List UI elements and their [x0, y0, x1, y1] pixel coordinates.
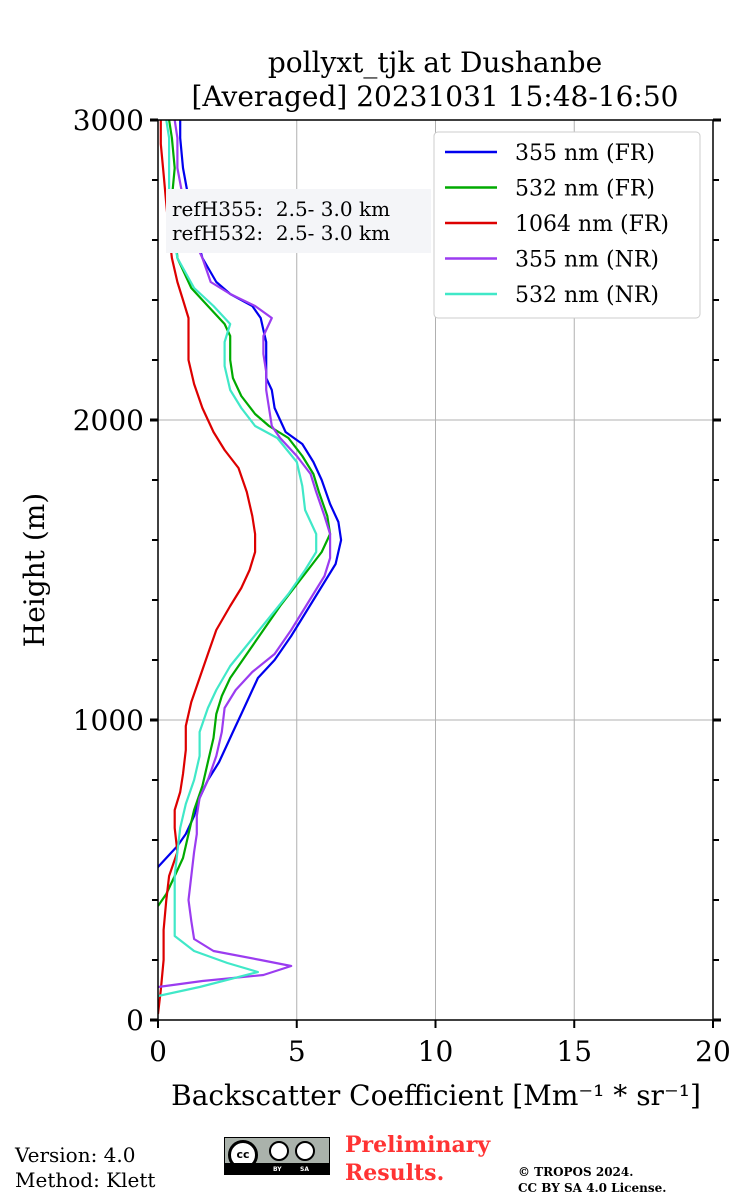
badge-by-label: BY — [273, 1166, 282, 1173]
axis-ticks: 0 1000 2000 3000 0 5 10 15 20 — [73, 104, 731, 1068]
chart-title: pollyxt_tjk at Dushanbe — [268, 46, 602, 79]
copyright-notice: © TROPOS 2024. CC BY SA 4.0 License. — [518, 1164, 666, 1196]
x-tick-label: 20 — [695, 1035, 731, 1068]
copyright-line-2: CC BY SA 4.0 License. — [518, 1181, 667, 1195]
annotation-line-532: refH532: 2.5- 3.0 km — [172, 221, 390, 245]
backscatter-profile-chart: pollyxt_tjk at Dushanbe [Averaged] 20231… — [18, 46, 731, 1112]
legend-label: 1064 nm (FR) — [515, 212, 669, 237]
series-line-1 — [158, 120, 332, 907]
y-tick-label: 3000 — [73, 104, 144, 137]
badge-bar — [225, 1163, 329, 1174]
series-line-3 — [158, 120, 332, 989]
method-text: Method: Klett — [15, 1168, 156, 1192]
cc-license-badge: cc BY SA — [224, 1137, 330, 1175]
badge-sa-label: SA — [300, 1166, 309, 1173]
series-lines — [158, 120, 343, 1015]
chart-subtitle: [Averaged] 20231031 15:48-16:50 — [192, 80, 679, 113]
preliminary-line-2: Results. — [345, 1160, 445, 1186]
x-tick-label: 15 — [556, 1035, 592, 1068]
copyright-line-1: © TROPOS 2024. — [518, 1165, 634, 1179]
x-axis-label: Backscatter Coefficient [Mm⁻¹ * sr⁻¹] — [171, 1079, 701, 1112]
preliminary-line-1: Preliminary — [345, 1132, 491, 1158]
preliminary-notice: Preliminary Results. — [345, 1131, 490, 1187]
version-info: Version: 4.0 Method: Klett — [15, 1143, 155, 1193]
by-attribution-icon — [269, 1141, 289, 1161]
legend-box — [433, 131, 701, 319]
legend: 355 nm (FR) 532 nm (FR) 1064 nm (FR) 355 nm… — [433, 131, 701, 319]
legend-label: 355 nm (FR) — [515, 141, 655, 166]
version-text: Version: 4.0 — [15, 1143, 136, 1167]
x-tick-label: 5 — [288, 1035, 306, 1068]
y-tick-label: 1000 — [73, 704, 144, 737]
legend-label: 532 nm (FR) — [515, 177, 655, 202]
y-tick-label: 2000 — [73, 404, 144, 437]
x-tick-label: 10 — [418, 1035, 454, 1068]
y-tick-label: 0 — [126, 1004, 144, 1037]
x-tick-label: 0 — [149, 1035, 167, 1068]
annotation-box — [166, 189, 431, 253]
legend-label: 532 nm (NR) — [515, 283, 659, 308]
series-line-4 — [158, 120, 318, 998]
legend-label: 355 nm (NR) — [515, 248, 659, 273]
share-alike-icon — [295, 1141, 315, 1161]
y-axis-label: Height (m) — [18, 493, 51, 647]
annotation-line-355: refH355: 2.5- 3.0 km — [172, 197, 390, 221]
reference-height-annotation: refH355: 2.5- 3.0 km refH532: 2.5- 3.0 k… — [166, 189, 431, 253]
series-line-2 — [158, 120, 257, 1015]
